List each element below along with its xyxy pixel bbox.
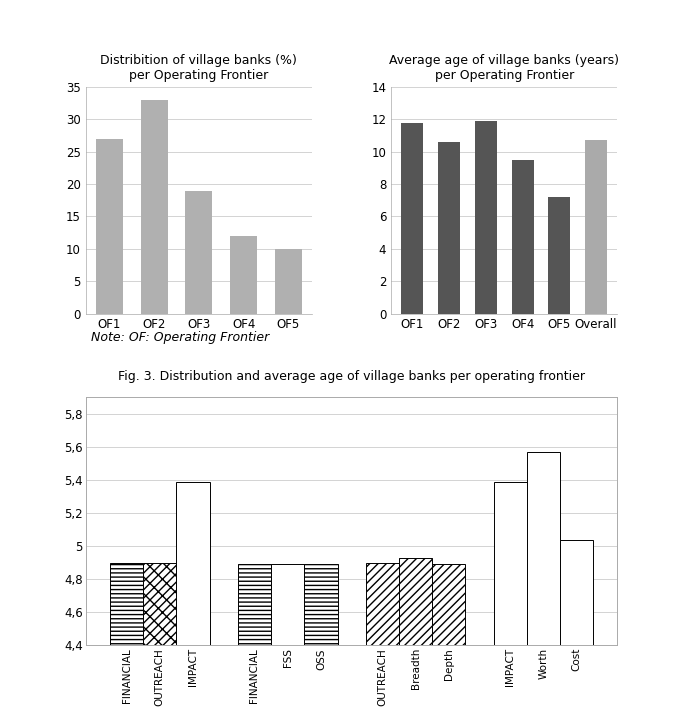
Bar [438,142,460,313]
Bar [271,564,305,725]
Bar [143,563,176,725]
Bar [185,191,212,313]
Bar [96,138,123,313]
Title: Average age of village banks (years)
per Operating Frontier: Average age of village banks (years) per… [389,54,619,82]
Bar [366,563,399,725]
Bar [493,481,527,725]
Text: Fig. 3. Distribution and average age of village banks per operating frontier: Fig. 3. Distribution and average age of … [118,370,585,383]
Bar [230,236,257,313]
Bar [141,100,167,313]
Bar [585,141,607,313]
Bar [176,481,210,725]
Bar [238,564,271,725]
Bar [305,564,338,725]
Bar [475,121,497,313]
Bar [432,564,465,725]
Bar [110,563,143,725]
Bar [275,249,302,313]
Bar [560,539,593,725]
Bar [548,197,570,313]
Text: Note: OF: Operating Frontier: Note: OF: Operating Frontier [91,331,270,344]
Bar [527,452,560,725]
Bar [399,558,432,725]
Bar [512,160,534,313]
Bar [401,123,423,313]
Title: Distribition of village banks (%)
per Operating Frontier: Distribition of village banks (%) per Op… [100,54,297,82]
